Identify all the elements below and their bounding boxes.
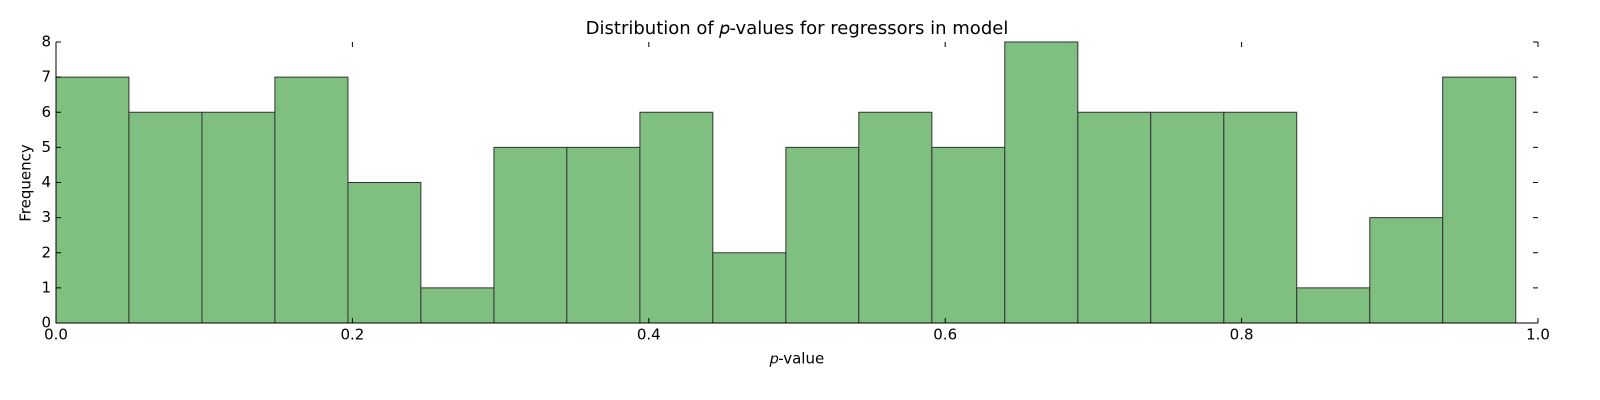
y-tick-label: 2 bbox=[41, 243, 51, 261]
y-tick-label: 3 bbox=[41, 208, 51, 226]
y-tick-label: 5 bbox=[41, 138, 51, 156]
x-tick-label: 0.6 bbox=[933, 326, 957, 344]
x-tick-label: 0.8 bbox=[1230, 326, 1254, 344]
bar bbox=[566, 146, 641, 324]
bar bbox=[1150, 111, 1225, 324]
bar bbox=[420, 287, 495, 324]
bar bbox=[128, 111, 203, 324]
bar bbox=[347, 182, 422, 324]
y-tick-label: 4 bbox=[41, 173, 51, 191]
y-tick-label: 0 bbox=[41, 314, 51, 332]
bar bbox=[1442, 76, 1517, 324]
bar bbox=[1296, 287, 1371, 324]
x-tick-label: 0.4 bbox=[637, 326, 661, 344]
bar bbox=[201, 111, 276, 324]
y-tick-label: 7 bbox=[41, 68, 51, 86]
bar bbox=[1077, 111, 1152, 324]
bar bbox=[639, 111, 714, 324]
bar bbox=[1223, 111, 1298, 324]
bar bbox=[274, 76, 349, 324]
bar bbox=[1369, 217, 1444, 324]
x-axis-label: 𝑝-value bbox=[769, 350, 824, 368]
bar bbox=[858, 111, 933, 324]
bar bbox=[712, 252, 787, 324]
x-tick-label: 0.2 bbox=[340, 326, 364, 344]
y-tick-label: 8 bbox=[41, 33, 51, 51]
y-tick-label: 6 bbox=[41, 103, 51, 121]
bar bbox=[785, 146, 860, 324]
x-tick-label: 1.0 bbox=[1526, 326, 1550, 344]
chart-title: Distribution of 𝑝-values for regressors … bbox=[586, 18, 1009, 39]
y-axis-label: Frequency bbox=[17, 144, 35, 222]
bar bbox=[931, 146, 1006, 324]
bar bbox=[1004, 41, 1079, 324]
x-tick-label: 0.0 bbox=[44, 326, 68, 344]
bar bbox=[55, 76, 130, 324]
bar bbox=[493, 146, 568, 324]
y-tick-label: 1 bbox=[41, 278, 51, 296]
